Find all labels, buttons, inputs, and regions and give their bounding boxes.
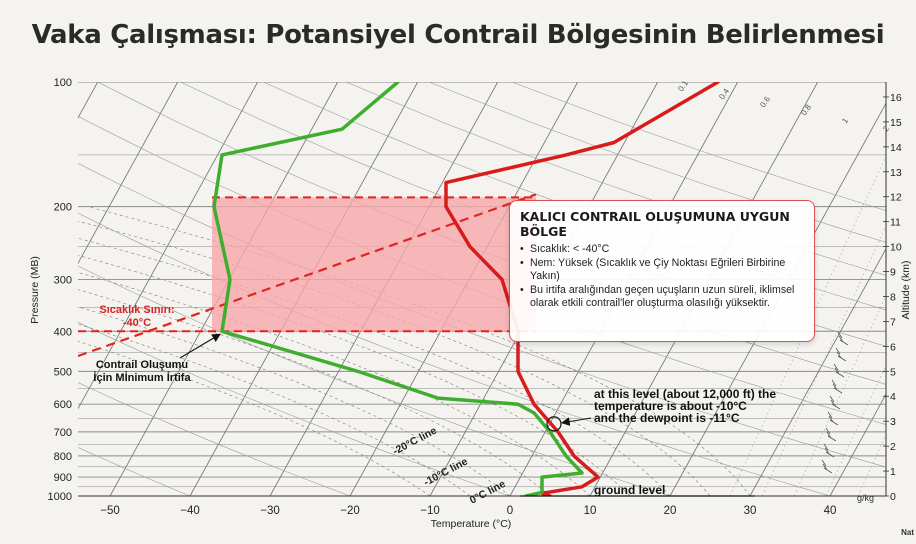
info-item-humidity: Nem: Yüksek (Sıcaklık ve Çiy Noktası Eğr…: [520, 257, 804, 284]
wind-barb: [821, 459, 833, 474]
brand-mark: Nat: [901, 528, 914, 537]
y-tick-label: 300: [54, 275, 72, 287]
y2-tick-label: 6: [890, 341, 896, 353]
y2-tick-label: 14: [890, 142, 902, 154]
isotherm-line: [749, 247, 886, 496]
y2-tick-label: 16: [890, 92, 902, 104]
ground-label: ground level: [594, 483, 665, 497]
temp-limit-label: Sıcaklık Sınırı: -40°C: [99, 304, 174, 329]
isotherm-line: [829, 393, 886, 496]
y-tick-label: 700: [54, 427, 72, 439]
x-tick-label: 40: [824, 505, 837, 517]
x-tick-label: 10: [584, 505, 597, 517]
y2-tick-label: 13: [890, 167, 902, 179]
mixing-ratio-label: 2: [881, 124, 891, 133]
y-tick-label: 1000: [48, 491, 72, 503]
y2-tick-label: 4: [890, 391, 896, 403]
y-tick-label: 100: [54, 77, 72, 89]
y-tick-label: 200: [54, 202, 72, 214]
temp-limit-line: [78, 193, 537, 358]
mixing-ratio-unit: g/kg: [857, 493, 874, 503]
level-note: at this level (about 12,000 ft) the tempe…: [594, 387, 776, 425]
x-tick-label: −20: [340, 505, 360, 517]
y-tick-label: 500: [54, 366, 72, 378]
dry-adiabat: [78, 321, 511, 496]
moist-adiabat: [78, 220, 711, 496]
x-tick-label: 20: [664, 505, 677, 517]
chart-title: Vaka Çalışması: Potansiyel Contrail Bölg…: [31, 20, 885, 50]
moist-adiabat: [78, 306, 511, 496]
x-tick-label: −10: [420, 505, 440, 517]
wind-barb: [827, 411, 839, 426]
dry-adiabat: [78, 447, 191, 496]
y-tick-label: 800: [54, 451, 72, 463]
wind-barb: [837, 331, 849, 346]
x-axis-title: Temperature (°C): [431, 518, 512, 530]
level-arrow: [560, 417, 592, 426]
y2-tick-label: 1: [890, 466, 896, 478]
y2-tick-label: 11: [890, 217, 901, 229]
y2-tick-label: 10: [890, 242, 902, 254]
y2-tick-label: 8: [890, 291, 896, 303]
wind-barb: [823, 443, 835, 458]
isotherm-line: [0, 82, 18, 496]
moist-adiabat: [78, 323, 471, 496]
y2-tick-label: 9: [890, 267, 896, 279]
y-tick-label: 900: [54, 472, 72, 484]
moist-adiabat: [78, 289, 551, 496]
wind-barb: [829, 395, 841, 410]
y2-tick-label: 3: [890, 416, 896, 428]
y2-tick-label: 0: [890, 491, 896, 503]
x-tick-label: 30: [744, 505, 757, 517]
y2-tick-label: 12: [890, 192, 902, 204]
min-altitude-arrow: [179, 333, 221, 359]
contrail-info-box: KALICI CONTRAIL OLUŞUMUNA UYGUN BÖLGE Sı…: [509, 200, 815, 342]
dry-adiabat: [78, 265, 671, 496]
wind-barb: [831, 379, 843, 394]
x-tick-label: 0: [507, 505, 513, 517]
dewpoint-line: [212, 82, 584, 496]
wind-barb: [835, 347, 847, 362]
x-tick-label: −30: [260, 505, 280, 517]
dry-adiabat: [78, 212, 831, 496]
wind-barb: [833, 363, 845, 378]
y2-tick-label: 2: [890, 441, 896, 453]
mixing-ratio-label: 1: [840, 116, 850, 125]
info-box-title: KALICI CONTRAIL OLUŞUMUNA UYGUN BÖLGE: [520, 209, 790, 239]
y2-axis-title: Altitude (km): [900, 261, 912, 320]
moist-adiabat: [78, 341, 431, 496]
wind-barb: [825, 427, 837, 442]
info-box-list: Sıcaklık: < -40°C Nem: Yüksek (Sıcaklık …: [520, 243, 804, 311]
dry-adiabat: [78, 382, 351, 496]
isotherm-line: [78, 82, 179, 265]
y-axis-title: Pressure (MB): [29, 256, 41, 324]
y2-tick-label: 15: [890, 117, 902, 129]
y-tick-label: 400: [54, 326, 72, 338]
y2-tick-label: 7: [890, 316, 896, 328]
series-layer: [212, 82, 720, 496]
y-tick-label: 600: [54, 399, 72, 411]
y2-tick-label: 5: [890, 366, 896, 378]
x-tick-label: −50: [100, 505, 120, 517]
temperature-line: [444, 82, 720, 496]
isotherm-line: [78, 82, 259, 410]
contrail-zone-fill: [212, 197, 536, 332]
moist-adiabat: [78, 255, 631, 496]
info-item-temperature: Sıcaklık: < -40°C: [520, 243, 804, 257]
x-tick-label: −40: [180, 505, 200, 517]
min-altitude-label: Contrail Oluşumu İçin Mİnimum İrtifa: [93, 359, 191, 384]
info-item-probability: Bu irtifa aralığından geçen uçuşların uz…: [520, 284, 804, 311]
contrail-zone: [78, 193, 537, 358]
